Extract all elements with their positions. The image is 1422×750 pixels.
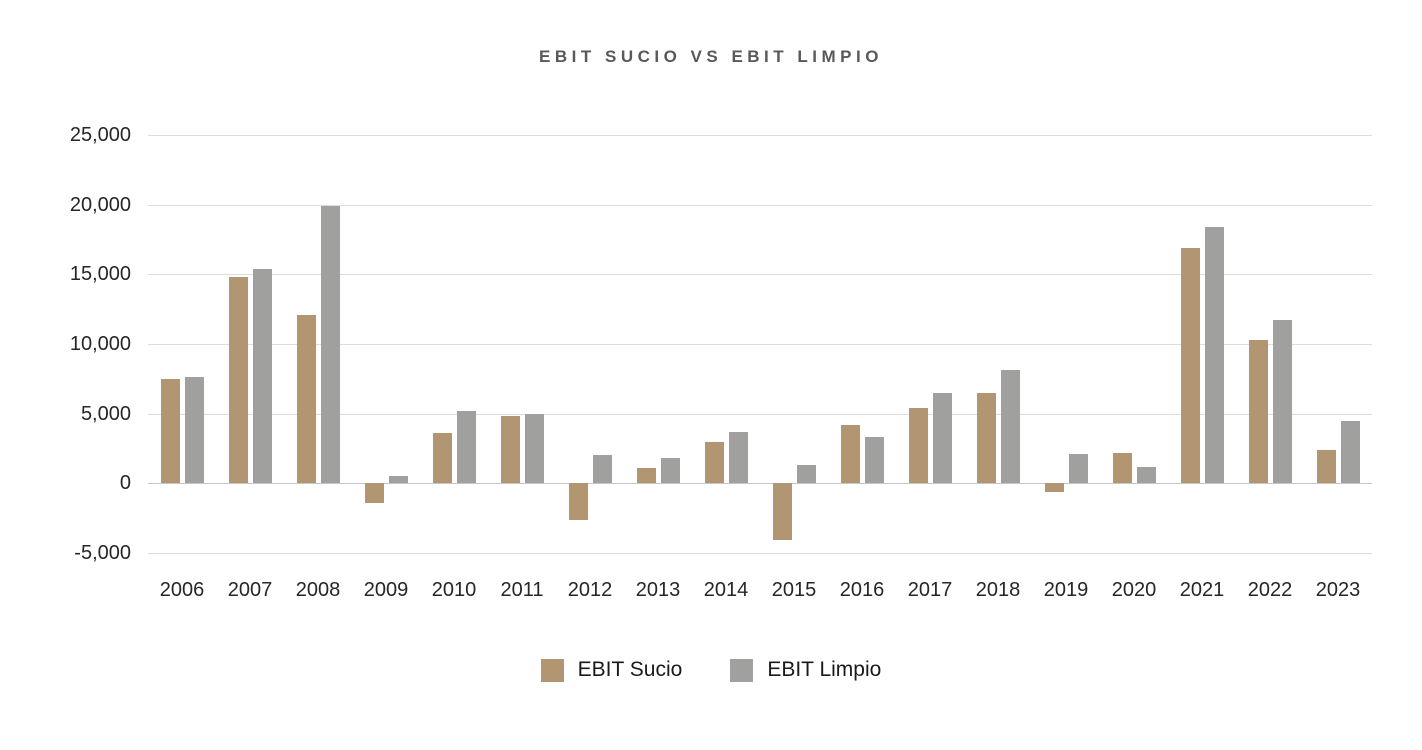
x-tick-label-2006: 2006: [159, 579, 205, 601]
bar-group-2013: [624, 135, 692, 553]
bar-ebit-sucio-2021: [1180, 247, 1200, 484]
bar-ebit-limpio-2013: [660, 458, 680, 484]
bar-ebit-sucio-2015: [772, 483, 792, 541]
y-tick-label: 20,000: [69, 193, 131, 216]
gridline: [148, 135, 1372, 136]
bar-ebit-limpio-2015: [796, 465, 816, 484]
chart-title: EBIT SUCIO VS EBIT LIMPIO: [539, 47, 883, 66]
y-tick-label: -5,000: [74, 542, 131, 564]
x-axis: 2006 2007 2008 2009 2010 2011 2012 2013 2014 2015…: [148, 579, 1372, 602]
bar-group-2020: [1100, 135, 1168, 553]
y-tick-label: 0: [119, 472, 131, 495]
bar-group-2023: [1304, 135, 1372, 553]
bar-group-2011: [488, 135, 556, 553]
bar-ebit-limpio-2014: [728, 431, 748, 484]
legend-swatch-ebit-limpio: [730, 658, 754, 682]
bar-ebit-sucio-2018: [976, 392, 996, 484]
bar-ebit-limpio-2017: [932, 392, 952, 484]
bar-group-2022: [1236, 135, 1304, 553]
bar-ebit-limpio-2008: [320, 206, 340, 484]
bar-ebit-sucio-2023: [1316, 449, 1336, 484]
x-tick-label-2011: 2011: [500, 579, 544, 601]
bar-ebit-limpio-2021: [1204, 226, 1224, 484]
x-tick-label-2020: 2020: [1111, 579, 1157, 601]
legend: EBIT Sucio EBIT Limpio: [0, 658, 1422, 682]
bar-group-2008: [284, 135, 352, 553]
bar-ebit-sucio-2012: [568, 483, 588, 520]
gridline: [148, 204, 1372, 206]
bar-ebit-limpio-2006: [184, 377, 204, 484]
x-tick-label-2019: 2019: [1043, 579, 1089, 601]
x-tick-label-2021: 2021: [1179, 579, 1225, 601]
y-tick-label: 25,000: [69, 124, 131, 146]
bar-group-2016: [828, 135, 896, 553]
bar-ebit-limpio-2020: [1136, 466, 1156, 484]
bar-ebit-sucio-2006: [160, 378, 180, 484]
x-tick-label-2013: 2013: [635, 579, 681, 601]
y-tick-label: 5,000: [80, 402, 131, 425]
bar-ebit-limpio-2019: [1068, 454, 1088, 484]
bar-ebit-sucio-2022: [1248, 339, 1268, 484]
x-tick-label-2017: 2017: [907, 579, 953, 601]
y-tick-label: 10,000: [69, 333, 131, 355]
bar-ebit-limpio-2018: [1000, 370, 1020, 484]
plot-area: [148, 135, 1372, 554]
legend-label-ebit-limpio: EBIT Limpio: [767, 658, 882, 681]
zero-gridline: [148, 483, 1372, 485]
legend-item-ebit-sucio: EBIT Sucio: [540, 658, 683, 682]
bar-ebit-limpio-2010: [456, 410, 476, 484]
bar-group-2014: [692, 135, 760, 553]
bar-ebit-sucio-2009: [364, 483, 384, 503]
bar-group-2021: [1168, 135, 1236, 553]
bar-group-2007: [216, 135, 284, 553]
x-tick-label-2009: 2009: [363, 579, 409, 601]
gridline: [148, 553, 1372, 554]
bar-ebit-sucio-2008: [296, 314, 316, 484]
x-tick-label-2014: 2014: [703, 579, 749, 601]
gridline: [148, 274, 1372, 276]
legend-swatch-ebit-sucio: [540, 658, 564, 682]
bar-group-2010: [420, 135, 488, 553]
bar-ebit-sucio-2019: [1044, 483, 1064, 492]
bar-ebit-limpio-2012: [592, 455, 612, 484]
bar-ebit-sucio-2017: [908, 408, 928, 484]
x-tick-label-2008: 2008: [295, 579, 341, 601]
gridline: [148, 413, 1372, 415]
bar-group-2017: [896, 135, 964, 553]
legend-item-ebit-limpio: EBIT Limpio: [730, 658, 881, 682]
bar-ebit-sucio-2007: [228, 277, 248, 484]
bar-ebit-sucio-2014: [704, 441, 724, 484]
x-tick-label-2010: 2010: [431, 579, 477, 601]
x-tick-label-2012: 2012: [567, 579, 613, 601]
x-tick-label-2018: 2018: [975, 579, 1021, 601]
bar-ebit-sucio-2011: [500, 416, 520, 484]
bars-layer: [148, 135, 1372, 553]
bar-ebit-sucio-2013: [636, 468, 656, 484]
bar-ebit-limpio-2016: [864, 437, 884, 484]
legend-label-ebit-sucio: EBIT Sucio: [577, 658, 683, 681]
bar-group-2006: [148, 135, 216, 553]
gridline: [148, 344, 1372, 345]
bar-group-2018: [964, 135, 1032, 553]
bar-group-2009: [352, 135, 420, 553]
bar-ebit-limpio-2022: [1272, 320, 1292, 484]
bar-ebit-sucio-2020: [1112, 452, 1132, 484]
y-tick-label: 15,000: [69, 263, 131, 286]
bar-group-2019: [1032, 135, 1100, 553]
bar-ebit-limpio-2009: [388, 476, 408, 484]
bar-group-2012: [556, 135, 624, 553]
bar-ebit-limpio-2007: [252, 268, 272, 484]
x-tick-label-2022: 2022: [1247, 579, 1293, 601]
bar-group-2015: [760, 135, 828, 553]
bar-ebit-limpio-2011: [524, 413, 544, 484]
bar-ebit-sucio-2016: [840, 424, 860, 484]
x-tick-label-2015: 2015: [771, 579, 817, 601]
x-tick-label-2016: 2016: [839, 579, 885, 601]
x-tick-label-2007: 2007: [227, 579, 273, 601]
bar-ebit-sucio-2010: [432, 433, 452, 484]
bar-ebit-limpio-2023: [1340, 420, 1360, 484]
x-tick-label-2023: 2023: [1315, 579, 1361, 601]
